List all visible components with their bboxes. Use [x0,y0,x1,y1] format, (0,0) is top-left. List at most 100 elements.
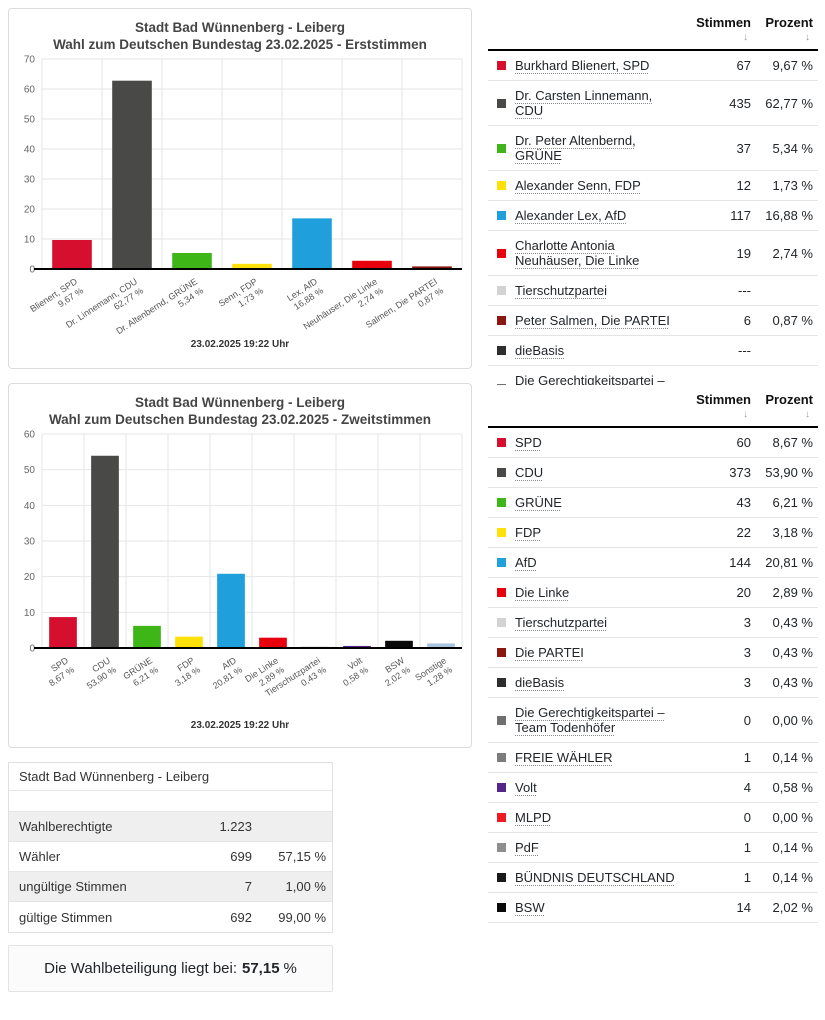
table-row: Dr. Carsten Linnemann, CDU 435 62,77 % [488,81,818,126]
summary-label: ungültige Stimmen [19,879,127,894]
sort-prozent-icon[interactable]: ↓ [805,409,810,420]
y-axis-tick-label: 60 [24,85,36,96]
prozent-value: 1,73 % [772,178,813,193]
x-axis-label: GRÜNE6,21 % [121,655,160,690]
stimmen-value: --- [738,343,751,358]
party-link[interactable]: Volt [515,780,537,795]
summary-row: gültige Stimmen 692 99,00 % [9,902,332,932]
party-link[interactable]: Alexander Lex, AfD [515,208,627,223]
stimmen-value: 14 [736,900,751,915]
prozent-value: 0,14 % [772,870,813,885]
party-link[interactable]: Die Linke [515,585,570,600]
bar-FDP [175,636,203,648]
chart-title: Stadt Bad Wünnenberg - Leiberg Wahl zum … [9,9,471,53]
bar-Lex, AfD [292,218,332,269]
stimmen-value: 435 [729,95,751,111]
party-link[interactable]: FREIE WÄHLER [515,750,613,765]
prozent-value: 5,34 % [772,140,813,156]
party-link[interactable]: PdF [515,840,539,855]
party-color-swatch [497,181,506,190]
party-link[interactable]: FDP [515,525,541,540]
bar-GRÜNE [133,625,161,648]
stimmen-value: 373 [729,465,751,480]
summary-row: Wähler 699 57,15 % [9,842,332,872]
party-link[interactable]: SPD [515,435,542,450]
party-color-swatch [497,678,506,687]
party-link[interactable]: Dr. Peter Altenbernd, GRÜNE [515,133,636,163]
stimmen-value: 67 [736,58,751,73]
bar-Dr. Altenbernd, GRÜNE [172,252,212,269]
party-link[interactable]: Die Gerechtigkeitspartei – Team Todenhöf… [515,705,665,735]
prozent-value: 6,21 % [772,495,813,510]
party-link[interactable]: Peter Salmen, Die PARTEI [515,313,670,328]
stimmen-value: 60 [736,435,751,450]
table-row: MLPD 0 0,00 % [488,803,818,833]
party-link[interactable]: CDU [515,465,544,480]
table-row: AfD 144 20,81 % [488,548,818,578]
stimmen-value: 3 [743,675,751,690]
summary-table: Stadt Bad Wünnenberg - Leiberg Wahlberec… [8,762,333,933]
summary-spacer-row [9,791,332,812]
party-link[interactable]: Charlotte Antonia Neuhäuser, Die Linke [515,238,640,268]
stimmen-value: 22 [736,525,751,540]
y-axis-tick-label: 0 [29,265,35,276]
table-row: Die Gerechtigkeitspartei – Team Todenhöf… [488,698,818,743]
party-color-swatch [497,498,506,507]
party-color-swatch [497,873,506,882]
prozent-value: 2,02 % [772,900,813,915]
party-link[interactable]: AfD [515,555,537,570]
table-row: GRÜNE 43 6,21 % [488,488,818,518]
erststimmen-bar-chart: 0 10 20 30 40 50 60 70 Blienert, SPD9,67 % Dr. Li… [9,53,471,337]
party-link[interactable]: Tierschutzpartei [515,283,607,298]
chart-title: Stadt Bad Wünnenberg - Leiberg Wahl zum … [9,384,471,428]
table-row: Alexander Senn, FDP 12 1,73 % [488,171,818,201]
sort-prozent-icon[interactable]: ↓ [805,32,810,43]
party-color-swatch [497,813,506,822]
party-link[interactable]: Dr. Carsten Linnemann, CDU [515,88,653,118]
erststimmen-table: Stimmen ↓ Prozent ↓ Burkhard Blienert, SPD 67… [488,8,818,411]
stimmen-value: 12 [736,178,751,193]
table-row: Die Linke 20 2,89 % [488,578,818,608]
x-axis-label: Lex, AfD16,88 % [285,276,325,312]
table-row: Volt 4 0,58 % [488,773,818,803]
party-link[interactable]: GRÜNE [515,495,562,510]
y-axis-tick-label: 50 [24,115,36,126]
stimmen-value: --- [738,283,751,298]
summary-label: Wähler [19,849,61,864]
party-link[interactable]: Die PARTEI [515,645,584,660]
bar-CDU [91,455,119,648]
party-color-swatch [497,316,506,325]
prozent-value: 9,67 % [772,58,813,73]
table-row: dieBasis 3 0,43 % [488,668,818,698]
y-axis-tick-label: 70 [24,55,36,66]
party-color-swatch [497,528,506,537]
bar-chart-canvas: 0 10 20 30 40 50 60 SPD8,67 % CDU53,90 % GRÜNE6,2… [24,430,463,698]
stimmen-value: 3 [743,615,751,630]
party-link[interactable]: Alexander Senn, FDP [515,178,641,193]
party-color-swatch [497,843,506,852]
party-link[interactable]: BÜNDNIS DEUTSCHLAND [515,870,675,885]
party-link[interactable]: dieBasis [515,675,565,690]
y-axis-tick-label: 20 [24,572,36,583]
x-axis-label: CDU53,90 % [79,655,118,691]
party-color-swatch [497,61,506,70]
prozent-value: 62,77 % [765,95,813,111]
sort-stimmen-icon[interactable]: ↓ [743,409,748,420]
stimmen-value: 0 [743,810,751,825]
sort-stimmen-icon[interactable]: ↓ [743,32,748,43]
stimmen-value: 117 [730,208,751,223]
party-link[interactable]: MLPD [515,810,552,825]
bar-Dr. Linnemann, CDU [112,80,152,269]
x-axis-label: Senn, FDP1,73 % [217,276,265,318]
table-row: Charlotte Antonia Neuhäuser, Die Linke 19… [488,231,818,276]
stimmen-value: 1 [743,870,751,885]
party-link[interactable]: dieBasis [515,343,565,358]
party-link[interactable]: BSW [515,900,545,915]
turnout-suffix: % [283,960,297,977]
summary-percent: 99,00 % [278,909,326,925]
erststimmen-chart-panel: Stadt Bad Wünnenberg - Leiberg Wahl zum … [8,8,472,369]
party-link[interactable]: Tierschutzpartei [515,615,607,630]
party-link[interactable]: Burkhard Blienert, SPD [515,58,650,73]
party-color-swatch [497,286,506,295]
x-axis-label: FDP3,18 % [167,655,202,688]
